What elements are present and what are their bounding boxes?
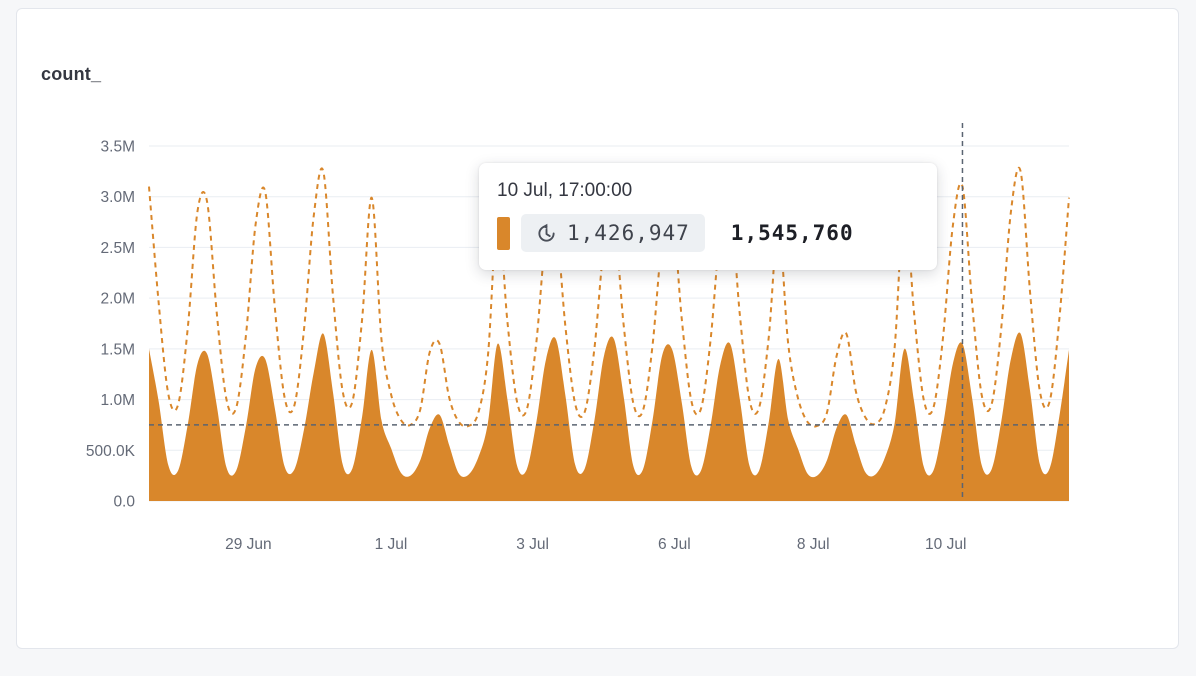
chart-title: count_ xyxy=(41,64,102,84)
x-axis-label: 1 Jul xyxy=(375,536,408,553)
tooltip-timestamp: 10 Jul, 17:00:00 xyxy=(497,180,633,201)
tooltip-series-row: 1,426,947 1,545,760 xyxy=(497,214,919,252)
previous-value: 1,426,947 xyxy=(567,221,690,245)
chart-card: count_ 3.5M 3.0M 2.5M 2.0M 1.5M 1.0M 500.0K 0.0… xyxy=(16,8,1179,649)
previous-period-line xyxy=(148,166,1070,428)
y-axis-label: 0.0 xyxy=(113,494,135,511)
y-axis-label: 3.5M xyxy=(101,139,135,156)
y-axis-label: 2.5M xyxy=(101,240,135,257)
x-axis-label: 6 Jul xyxy=(658,536,691,553)
current-period-area xyxy=(149,332,1069,501)
y-axis-label: 2.0M xyxy=(101,291,135,308)
x-axis-label: 8 Jul xyxy=(797,536,830,553)
y-axis-label: 1.5M xyxy=(101,341,135,358)
x-axis-label: 29 Jun xyxy=(225,536,272,553)
y-axis-label: 1.0M xyxy=(101,392,135,409)
y-axis-label: 3.0M xyxy=(101,189,135,206)
history-icon xyxy=(538,223,555,242)
series-color-swatch xyxy=(497,216,510,250)
time-shift-pill: 1,426,947 xyxy=(521,214,705,252)
y-axis-label: 500.0K xyxy=(86,443,136,460)
x-axis-label: 3 Jul xyxy=(516,536,549,553)
x-axis-label: 10 Jul xyxy=(925,536,966,553)
chart-tooltip: 10 Jul, 17:00:00 1,426,947 1,545,760 xyxy=(479,163,937,270)
current-value: 1,545,760 xyxy=(730,221,854,245)
timeseries-chart[interactable]: 3.5M 3.0M 2.5M 2.0M 1.5M 1.0M 500.0K 0.0 29 Jun 1… xyxy=(31,111,1171,571)
